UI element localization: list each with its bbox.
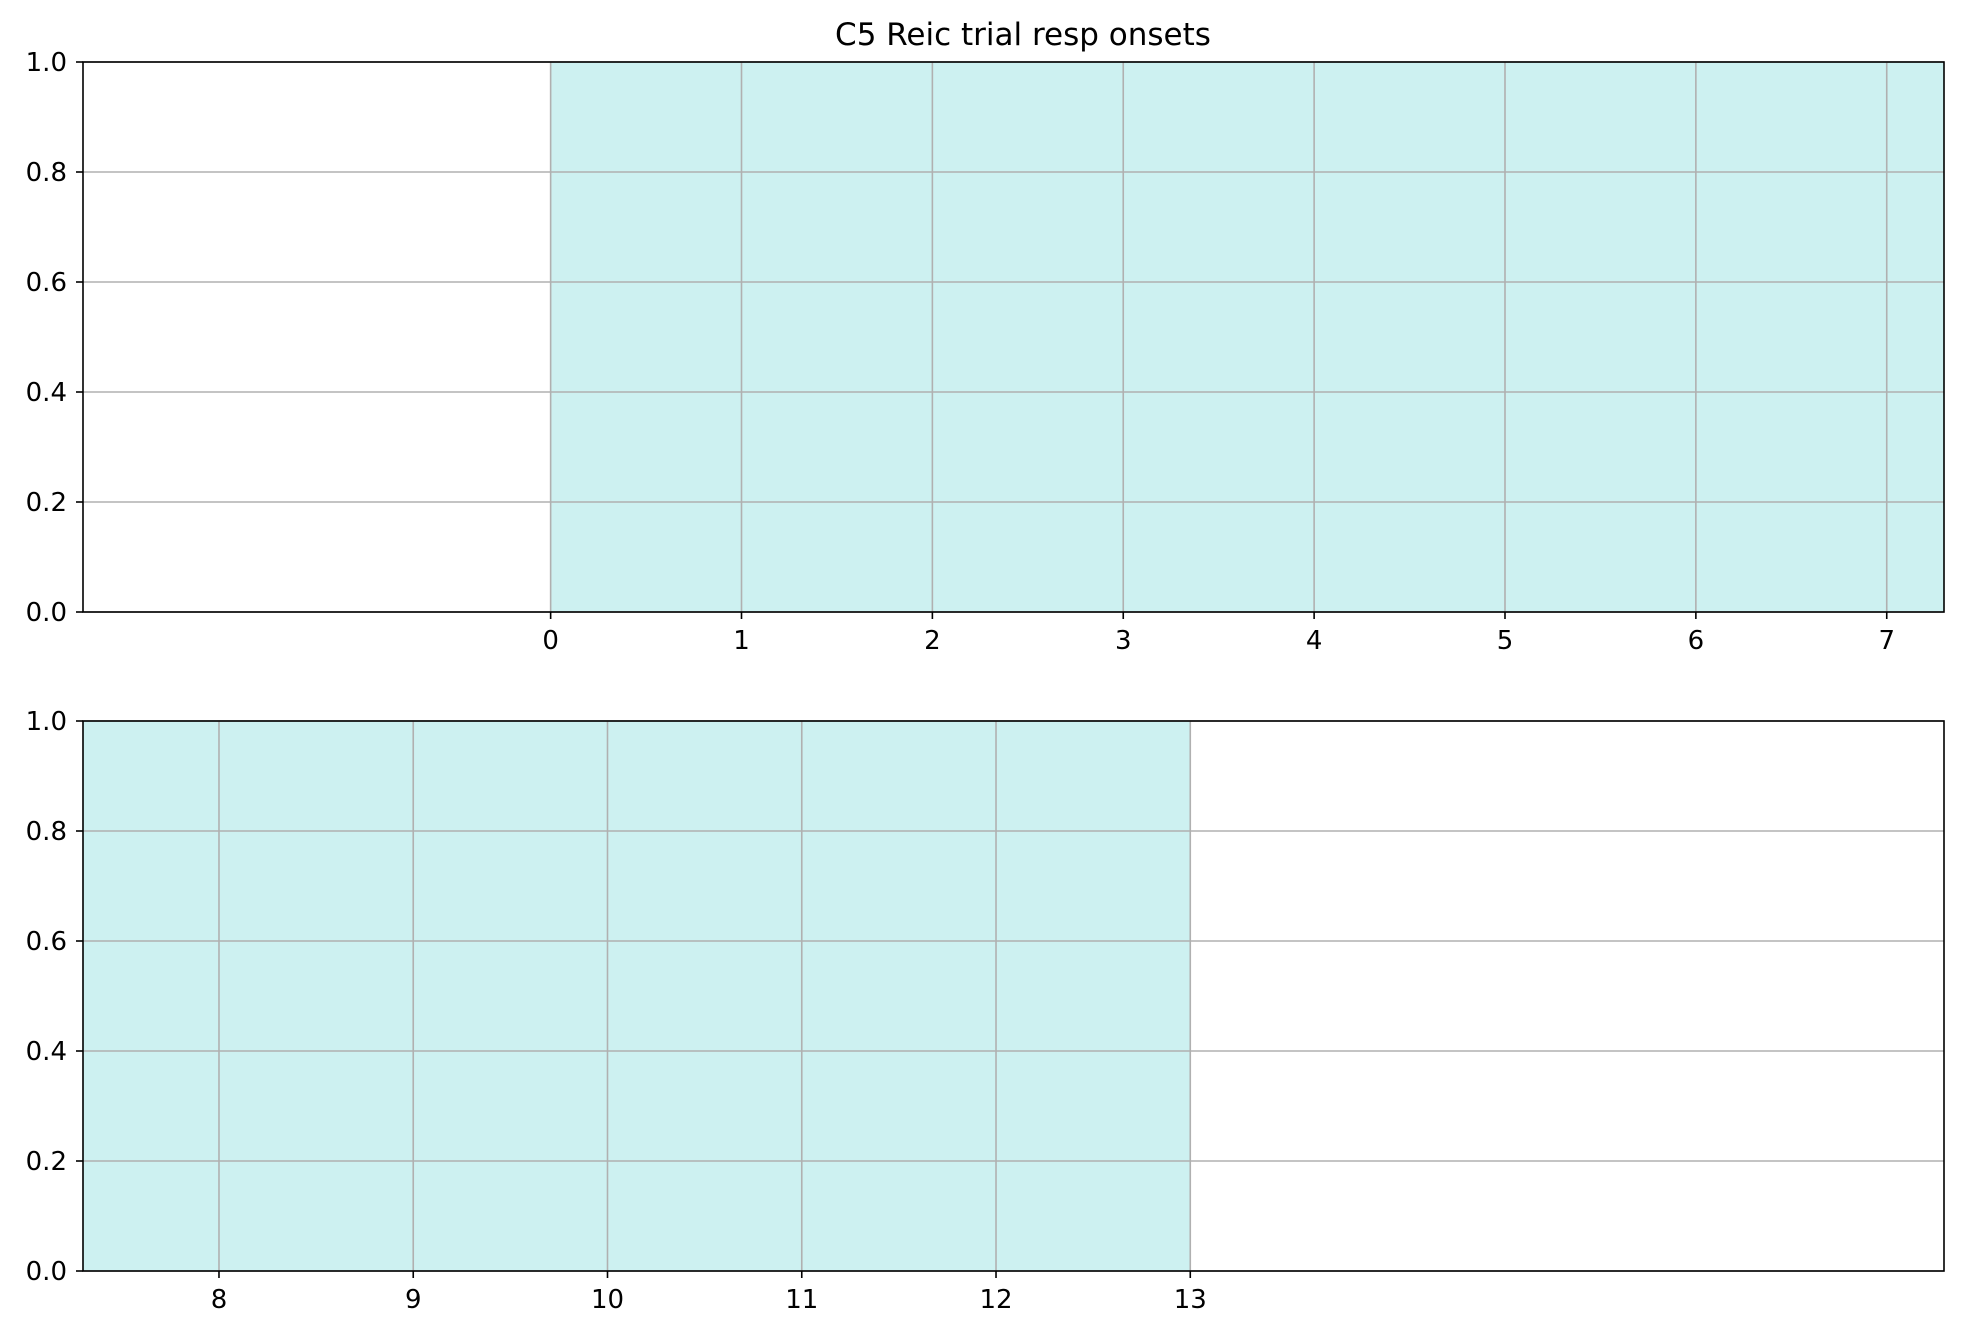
x-tick-label: 13: [1174, 1285, 1207, 1315]
subplot-1: 0 1 2 3 4 5 6 7 0.0 0.2 0.4 0.6 0.8 1.0: [26, 48, 1945, 656]
plot-frame: [82, 61, 1945, 613]
x-tick-label: 8: [211, 1285, 228, 1315]
x-tick-label: 2: [924, 626, 941, 656]
y-tick-label: 0.4: [26, 1037, 67, 1067]
x-tick-label: 1: [733, 626, 750, 656]
y-tick-label: 0.6: [26, 927, 67, 957]
x-tick-label: 4: [1306, 626, 1323, 656]
shaded-region-1: [83, 721, 1191, 1271]
y-tick-label: 0.0: [26, 598, 67, 628]
shaded-region-1: [550, 62, 1944, 612]
x-tick-label: 9: [405, 1285, 422, 1315]
y-tick-label: 0.6: [26, 268, 67, 298]
x-tick-label: 10: [591, 1285, 624, 1315]
y-tick-label: 1.0: [26, 48, 67, 78]
plot-frame: [82, 720, 1945, 1272]
y-tick-label: 0.4: [26, 378, 67, 408]
x-tick-label: 5: [1497, 626, 1514, 656]
chart-title: C5 Reic trial resp onsets: [835, 17, 1211, 53]
x-tick-label: 3: [1115, 626, 1132, 656]
x-tick-label: 7: [1878, 626, 1895, 656]
y-tick-label: 0.0: [26, 1257, 67, 1287]
subplot-2: 8 9 10 11 12 13 0.0 0.2 0.4 0.6 0.8 1.0: [26, 707, 1945, 1315]
y-tick-label: 0.2: [26, 488, 67, 518]
x-tick-label: 0: [542, 626, 559, 656]
x-tick-label: 6: [1688, 626, 1705, 656]
y-tick-label: 1.0: [26, 707, 67, 737]
y-tick-label: 0.8: [26, 817, 67, 847]
y-tick-label: 0.2: [26, 1147, 67, 1177]
x-tick-label: 11: [785, 1285, 818, 1315]
x-tick-label: 12: [979, 1285, 1012, 1315]
y-tick-label: 0.8: [26, 158, 67, 188]
